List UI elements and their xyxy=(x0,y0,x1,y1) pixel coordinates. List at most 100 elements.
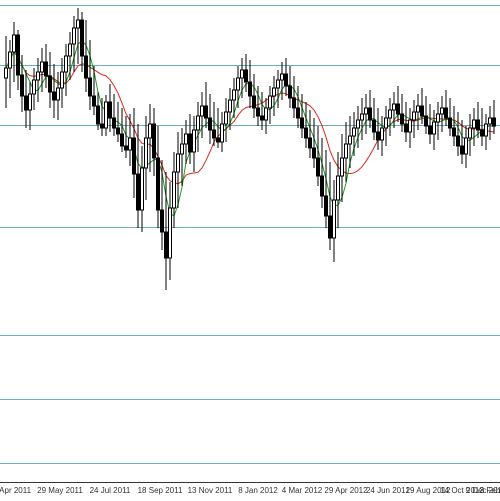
candle-body xyxy=(293,98,296,108)
candle-body xyxy=(361,114,364,120)
candle-body xyxy=(213,130,216,138)
candle-body xyxy=(17,35,20,75)
candle-body xyxy=(133,138,136,174)
candle-body xyxy=(341,158,344,176)
candle-body xyxy=(325,196,328,216)
candle-body xyxy=(209,118,212,130)
candle-body xyxy=(473,120,476,128)
candle-body xyxy=(89,78,92,96)
candle-body xyxy=(449,118,452,128)
candle-body xyxy=(369,108,372,120)
candle-body xyxy=(317,158,320,176)
candle-body xyxy=(365,108,368,114)
x-tick-label: 24 Jun 2012 xyxy=(366,486,410,495)
x-tick-label: 13 Nov 2011 xyxy=(188,486,233,495)
candle-body xyxy=(97,106,100,124)
candle-body xyxy=(401,114,404,124)
candle-body xyxy=(453,128,456,136)
candle-body xyxy=(249,82,252,96)
candle-body xyxy=(357,120,360,128)
x-tick-label: 3 Apr 2011 xyxy=(0,486,31,495)
candle-body xyxy=(201,106,204,116)
candle-body xyxy=(29,94,32,110)
candle-body xyxy=(397,104,400,114)
candle-body xyxy=(189,134,192,152)
candle-body xyxy=(81,20,84,56)
candle-body xyxy=(33,80,36,94)
candle-body xyxy=(289,86,292,98)
candle-body xyxy=(173,172,176,208)
candle-body xyxy=(37,72,40,80)
candle-body xyxy=(313,148,316,158)
candle-body xyxy=(345,144,348,158)
candle-body xyxy=(417,106,420,112)
candle-body xyxy=(349,136,352,144)
candle-body xyxy=(441,108,444,114)
candle-body xyxy=(193,130,196,152)
candle-body xyxy=(101,124,104,128)
candle-body xyxy=(353,128,356,136)
candle-body xyxy=(297,108,300,118)
candle-body xyxy=(129,138,132,150)
candle-body xyxy=(413,112,416,120)
candle-body xyxy=(65,56,68,72)
x-tick-label: 29 Apr 2012 xyxy=(324,486,367,495)
x-tick-label: 18 Sep 2011 xyxy=(138,486,183,495)
candle-body xyxy=(377,132,380,140)
candle-body xyxy=(73,28,76,44)
candle-body xyxy=(241,70,244,78)
candle-body xyxy=(165,232,168,258)
candle-body xyxy=(21,75,24,96)
candle-body xyxy=(225,112,228,124)
candle-body xyxy=(197,116,200,130)
x-tick-label: 8 Jan 2012 xyxy=(238,486,278,495)
candle-body xyxy=(485,124,488,136)
candle-body xyxy=(113,118,116,128)
candle-body xyxy=(9,52,12,68)
candle-body xyxy=(381,128,384,140)
candle-body xyxy=(233,90,236,100)
x-axis: 3 Apr 201129 May 201124 Jul 201118 Sep 2… xyxy=(0,482,500,501)
candle-body xyxy=(145,138,148,168)
candle-body xyxy=(57,88,60,100)
candle-body xyxy=(205,106,208,118)
candle-body xyxy=(53,92,56,100)
candle-body xyxy=(77,20,80,28)
candle-body xyxy=(309,138,312,148)
candle-body xyxy=(141,168,144,210)
candle-body xyxy=(49,76,52,92)
candle-body xyxy=(433,122,436,134)
candle-body xyxy=(437,114,440,122)
candle-body xyxy=(253,96,256,108)
candle-body xyxy=(465,138,468,154)
candle-body xyxy=(329,216,332,238)
candle-body xyxy=(477,120,480,130)
candle-body xyxy=(445,108,448,118)
candle-body xyxy=(85,56,88,78)
candle-body xyxy=(41,62,44,72)
candle-body xyxy=(25,96,28,110)
x-tick-label: 29 May 2011 xyxy=(37,486,83,495)
candle-body xyxy=(425,116,428,126)
candle-body xyxy=(13,35,16,52)
candle-body xyxy=(489,118,492,124)
candle-body xyxy=(385,118,388,128)
candle-body xyxy=(181,144,184,154)
candle-body xyxy=(481,130,484,136)
candle-body xyxy=(45,62,48,76)
candle-body xyxy=(261,116,264,120)
candle-body xyxy=(281,74,284,80)
candle-body xyxy=(389,110,392,118)
x-tick-label: 3 Feb 2013 xyxy=(480,486,500,495)
candle-body xyxy=(273,88,276,96)
candle-body xyxy=(221,124,224,142)
candlestick-chart[interactable]: 3 Apr 201129 May 201124 Jul 201118 Sep 2… xyxy=(0,0,500,500)
candle-body xyxy=(185,134,188,144)
candle-body xyxy=(461,146,464,154)
candle-body xyxy=(333,200,336,238)
candle-body xyxy=(69,44,72,56)
candle-body xyxy=(169,208,172,258)
candle-body xyxy=(429,126,432,134)
candle-body xyxy=(373,120,376,132)
candle-body xyxy=(149,124,152,138)
